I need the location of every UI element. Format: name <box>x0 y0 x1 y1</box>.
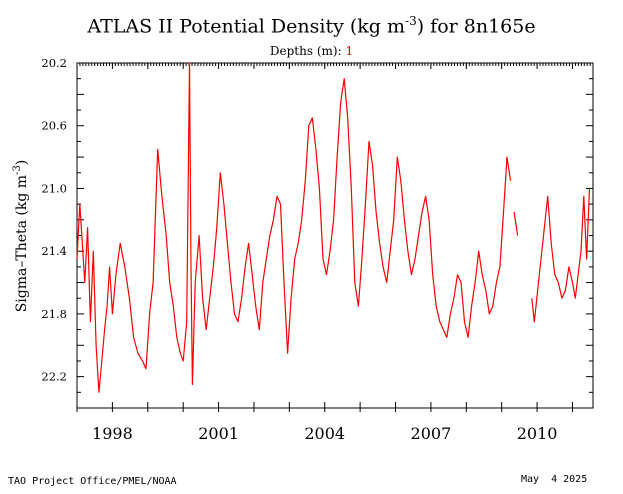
y-tick-label: 20.6 <box>41 119 67 133</box>
title-exponent: -3 <box>405 14 417 28</box>
title-suffix: ) for 8n165e <box>416 15 536 38</box>
y-axis-title-exponent: -3 <box>12 165 23 175</box>
date-text: May 4 2025 <box>521 474 588 485</box>
chart-subtitle: Depths (m): 1 <box>0 44 623 58</box>
y-tick-label: 22.2 <box>41 370 67 384</box>
x-tick-label: 1998 <box>92 424 133 443</box>
y-tick-label: 20.2 <box>41 56 67 70</box>
y-tick-label: 21.4 <box>41 244 67 258</box>
x-tick-label: 2001 <box>198 424 239 443</box>
title-prefix: ATLAS II Potential Density (kg m <box>87 15 406 38</box>
y-tick-label: 21.8 <box>41 307 67 321</box>
depth-value: 1 <box>345 44 354 58</box>
chart-title: ATLAS II Potential Density (kg m-3) for … <box>0 14 623 37</box>
x-tick-label: 2007 <box>411 424 452 443</box>
depths-label: Depths (m): <box>269 44 346 58</box>
x-tick-label: 2004 <box>304 424 345 443</box>
x-tick-label: 2010 <box>517 424 558 443</box>
y-axis-title: Sigma–Theta (kg m-3) <box>12 160 30 313</box>
y-axis-title-close: ) <box>14 160 30 165</box>
y-tick-label: 21.0 <box>41 181 67 195</box>
series-line-depth-1 <box>76 62 591 393</box>
y-axis-title-main: Sigma–Theta (kg m <box>14 175 30 312</box>
credit-text: TAO Project Office/PMEL/NOAA <box>8 476 177 487</box>
